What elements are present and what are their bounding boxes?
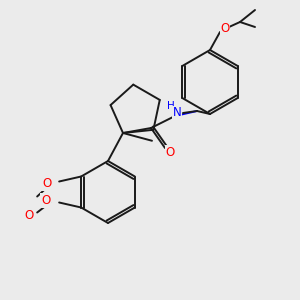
Text: O: O bbox=[165, 146, 175, 158]
Text: O: O bbox=[41, 194, 50, 207]
Text: H: H bbox=[167, 101, 175, 111]
Text: N: N bbox=[172, 106, 182, 119]
Text: O: O bbox=[220, 22, 230, 35]
Text: O: O bbox=[42, 177, 51, 190]
Text: O: O bbox=[25, 209, 34, 222]
